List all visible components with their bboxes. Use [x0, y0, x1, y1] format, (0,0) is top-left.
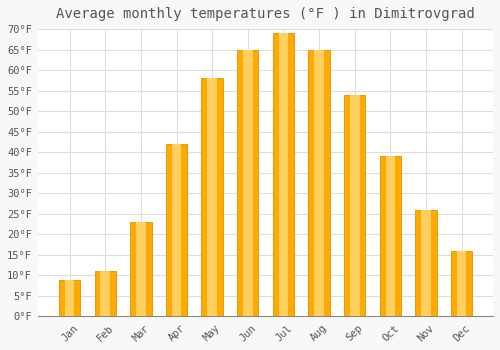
Bar: [308, 50, 330, 316]
Bar: [278, 33, 288, 316]
Bar: [243, 50, 252, 316]
Bar: [202, 78, 223, 316]
Bar: [237, 50, 258, 316]
Bar: [344, 95, 366, 316]
Bar: [421, 210, 431, 316]
Bar: [100, 271, 110, 316]
Bar: [380, 156, 401, 316]
Bar: [208, 78, 217, 316]
Bar: [386, 156, 395, 316]
Bar: [65, 280, 74, 316]
Bar: [273, 33, 294, 316]
Bar: [166, 144, 187, 316]
Bar: [59, 280, 80, 316]
Title: Average monthly temperatures (°F ) in Dimitrovgrad: Average monthly temperatures (°F ) in Di…: [56, 7, 475, 21]
Bar: [130, 222, 152, 316]
Bar: [451, 251, 472, 316]
Bar: [314, 50, 324, 316]
Bar: [136, 222, 145, 316]
Bar: [457, 251, 466, 316]
Bar: [350, 95, 360, 316]
Bar: [172, 144, 181, 316]
Bar: [94, 271, 116, 316]
Bar: [416, 210, 436, 316]
